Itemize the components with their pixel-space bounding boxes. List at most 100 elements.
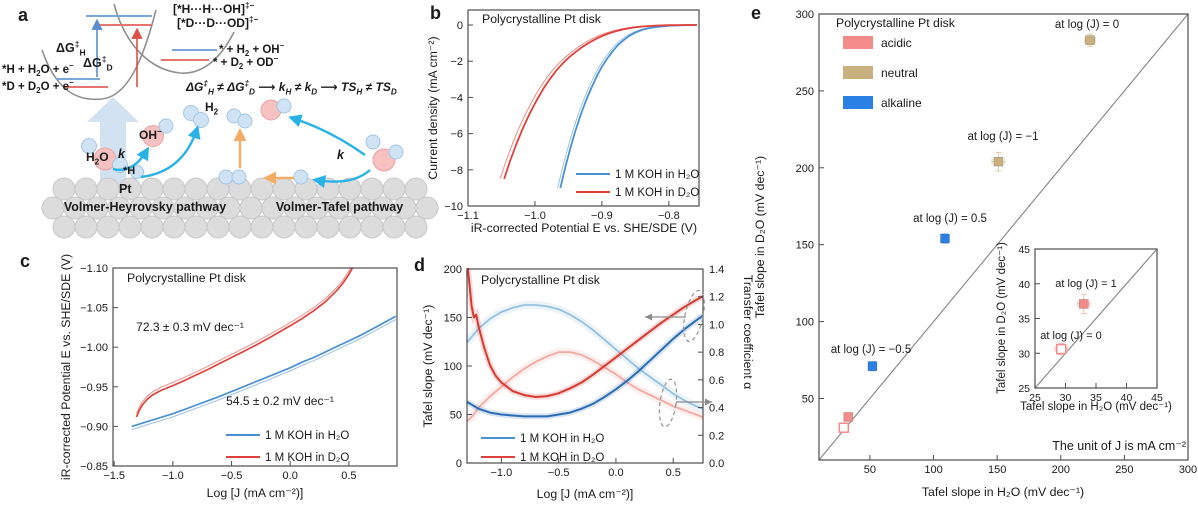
hydrogen-atom xyxy=(231,169,247,185)
hydrogen-atom xyxy=(81,138,97,154)
y2-tick-label: 0.4 xyxy=(709,403,724,415)
y-axis-label: Tafel slope in D₂O (mV dec⁻¹) xyxy=(996,242,1008,394)
product-h-label: * + H2 + OH− xyxy=(219,41,285,59)
y-tick-label: −0.90 xyxy=(80,421,108,433)
y2-tick-label: 0.8 xyxy=(709,347,724,359)
x-tick-label: −0.5 xyxy=(548,467,570,479)
data-point-marker xyxy=(1079,299,1089,309)
x-axis-label: Log [J (mA cm⁻²)] xyxy=(207,486,304,500)
y-tick-label: −1.05 xyxy=(80,303,108,315)
x-tick-label: −1.0 xyxy=(162,470,184,482)
pt-atom xyxy=(184,177,208,201)
x-tick-label: 0.0 xyxy=(608,467,623,479)
y-tick-label: 250 xyxy=(796,86,814,98)
panel-d-legend: 1 M KOH in H₂O 1 M KOH in D₂O xyxy=(481,433,604,464)
koh-d2o-rep-line xyxy=(499,24,694,180)
x-tick-label: 30 xyxy=(1060,392,1072,404)
x-tick-label: 100 xyxy=(924,464,942,476)
y-tick-label: 50 xyxy=(450,410,462,422)
data-point-acidic xyxy=(1077,293,1091,315)
panel-label-c: c xyxy=(20,251,31,271)
y-tick-label: −10 xyxy=(444,201,463,213)
adsorbed-h-atom xyxy=(130,165,144,179)
legend-label: 1 M KOH in D₂O xyxy=(615,187,699,199)
panel-label-b: b xyxy=(430,3,441,23)
pt-atom xyxy=(294,215,318,239)
annotation: at log (J) = 1 xyxy=(1055,278,1116,290)
annotation: at log (J) = −0.5 xyxy=(831,344,912,356)
panel-e: 50 100 150 200 250 300 50 100 150 200 250 300 Tafel … xyxy=(753,9,1197,499)
annotation: at log (J) = −1 xyxy=(968,131,1039,143)
pt-atom xyxy=(96,215,120,239)
chart-title: Polycrystalline Pt disk xyxy=(127,271,247,285)
x-tick-label: 150 xyxy=(988,464,1006,476)
y2-tick-label: 0.2 xyxy=(709,430,724,442)
y-tick-label: 45 xyxy=(1018,244,1030,256)
water-molecule-right xyxy=(365,134,404,172)
data-point-marker xyxy=(940,233,950,244)
x-axis-label: Log [J (mA cm⁻²)] xyxy=(537,487,634,501)
y2-tick-label: 1.4 xyxy=(709,264,724,276)
legend-swatch xyxy=(843,66,873,79)
reactant-h-label: *H + H2O + e− xyxy=(2,61,74,79)
pt-atom xyxy=(250,177,274,201)
pt-atom xyxy=(74,177,98,201)
activation-energy-h-label: ΔG‡H xyxy=(56,39,86,58)
y-tick-label: 100 xyxy=(444,361,462,373)
tafel-d2o-line xyxy=(135,267,354,418)
pt-atom xyxy=(382,215,406,239)
y-tick-label: 100 xyxy=(796,317,814,329)
y-axis-label: Tafel slope in D₂O (mV dec⁻¹) xyxy=(753,156,767,318)
slope-d2o-line xyxy=(466,268,704,398)
panel-b-legend: 1 M KOH in H₂O 1 M KOH in D₂O xyxy=(576,169,699,199)
reaction-arrow-tafel-desorb xyxy=(288,114,366,156)
volmer-heyrovsky-pathway-label: Volmer-Heyrovsky pathway xyxy=(63,200,227,214)
legend-label: 1 M KOH in H₂O xyxy=(265,430,349,442)
leaving-pair-molecule xyxy=(260,98,292,121)
x-tick-label: 300 xyxy=(1179,464,1197,476)
hydrogen-atom xyxy=(276,98,292,114)
x-tick-label: 0.5 xyxy=(666,467,681,479)
hydroxide-molecule xyxy=(142,118,174,147)
pt-atom xyxy=(118,215,142,239)
data-point-marker xyxy=(867,361,878,371)
x-tick-label: 200 xyxy=(1052,464,1070,476)
y-tick-label: −2 xyxy=(450,56,463,68)
x-tick-label: 0.0 xyxy=(283,470,298,482)
pt-atom xyxy=(52,215,76,239)
pt-atom xyxy=(228,215,252,239)
panel-b: −1.1 −1.0 −0.9 −0.8 0 −2 −4 −6 −8 −10 iR-corrected… xyxy=(426,9,700,235)
pt-atom xyxy=(360,215,384,239)
annotation: The unit of J is mA cm⁻² xyxy=(1052,439,1186,453)
pt-atom xyxy=(162,177,186,201)
x-tick-label: −1.0 xyxy=(491,467,513,479)
energy-curve-reactant xyxy=(41,9,157,101)
y2-tick-label: 1.2 xyxy=(709,292,724,304)
pt-atom xyxy=(250,215,274,239)
hydrogen-atom xyxy=(365,134,381,150)
y-tick-label: 0 xyxy=(456,458,462,470)
pt-atom xyxy=(360,177,384,201)
curve-group-ellipse xyxy=(683,289,705,343)
pt-atom xyxy=(206,215,230,239)
pt-atom xyxy=(184,215,208,239)
pt-surface-label: Pt xyxy=(119,182,132,196)
x-tick-label: −1.0 xyxy=(524,210,546,222)
pt-atom xyxy=(74,215,98,239)
legend-label: neutral xyxy=(881,66,918,80)
panel-c-legend: 1 M KOH in H₂O 1 M KOH in D₂O xyxy=(226,430,349,464)
x-tick-label: −1.5 xyxy=(103,470,125,482)
x-tick-label: 35 xyxy=(1090,392,1102,404)
x-tick-label: 0.5 xyxy=(341,470,356,482)
y-tick-label: 25 xyxy=(1018,383,1030,395)
y-tick-label: −4 xyxy=(450,92,463,104)
y-tick-label: −1.00 xyxy=(80,342,108,354)
product-d-label: * + D2 + OD− xyxy=(213,54,279,72)
y2-tick-label: 0.6 xyxy=(709,375,724,387)
y-axis-label: Tafel slope (mV dec⁻¹) xyxy=(421,305,435,428)
data-point-marker xyxy=(1085,35,1095,45)
annotation: at log (J) = 0.5 xyxy=(913,213,987,225)
panel-label-d: d xyxy=(414,255,425,275)
